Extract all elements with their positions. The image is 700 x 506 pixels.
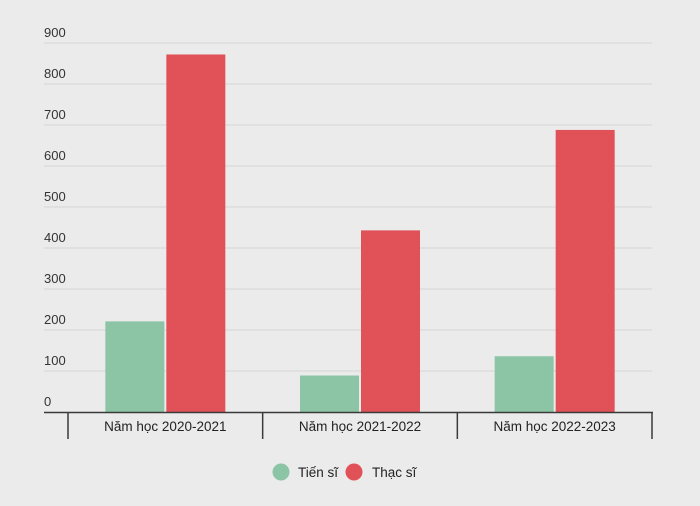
- y-tick-label: 300: [44, 271, 66, 286]
- legend-item[interactable]: Thạc sĩ: [345, 463, 418, 481]
- x-tick-label: Năm học 2021-2022: [299, 419, 421, 434]
- bar-thac-si[interactable]: [555, 129, 615, 413]
- bars: [105, 54, 615, 413]
- y-tick-label: 100: [44, 353, 66, 368]
- x-axis: [44, 411, 653, 439]
- y-tick-label: 0: [44, 394, 51, 409]
- y-tick-label: 700: [44, 107, 66, 122]
- y-tick-label: 600: [44, 148, 66, 163]
- y-tick-label: 500: [44, 189, 66, 204]
- legend-swatch: [345, 463, 363, 481]
- y-tick-label: 200: [44, 312, 66, 327]
- bar-tien-si[interactable]: [300, 375, 359, 412]
- y-tick-label: 400: [44, 230, 66, 245]
- legend-swatch: [272, 463, 290, 481]
- legend-item[interactable]: Tiến sĩ: [272, 463, 340, 481]
- bar-thac-si[interactable]: [361, 230, 420, 412]
- legend[interactable]: Tiến sĩ Thạc sĩ: [272, 463, 418, 481]
- y-tick-label: 800: [44, 66, 66, 81]
- y-tick-label: 900: [44, 25, 66, 40]
- x-axis-ticks: Năm học 2020-2021 Năm học 2021-2022 Năm họ…: [104, 419, 616, 434]
- legend-label: Thạc sĩ: [372, 465, 418, 480]
- legend-label: Tiến sĩ: [298, 465, 339, 480]
- x-tick-label: Năm học 2022-2023: [493, 419, 615, 434]
- y-axis-ticks: 0 100 200 300 400 500 600 700 800 900: [44, 25, 66, 409]
- bar-thac-si[interactable]: [166, 54, 226, 412]
- bar-tien-si[interactable]: [494, 356, 554, 412]
- x-tick-label: Năm học 2020-2021: [104, 419, 226, 434]
- bar-tien-si[interactable]: [105, 321, 165, 412]
